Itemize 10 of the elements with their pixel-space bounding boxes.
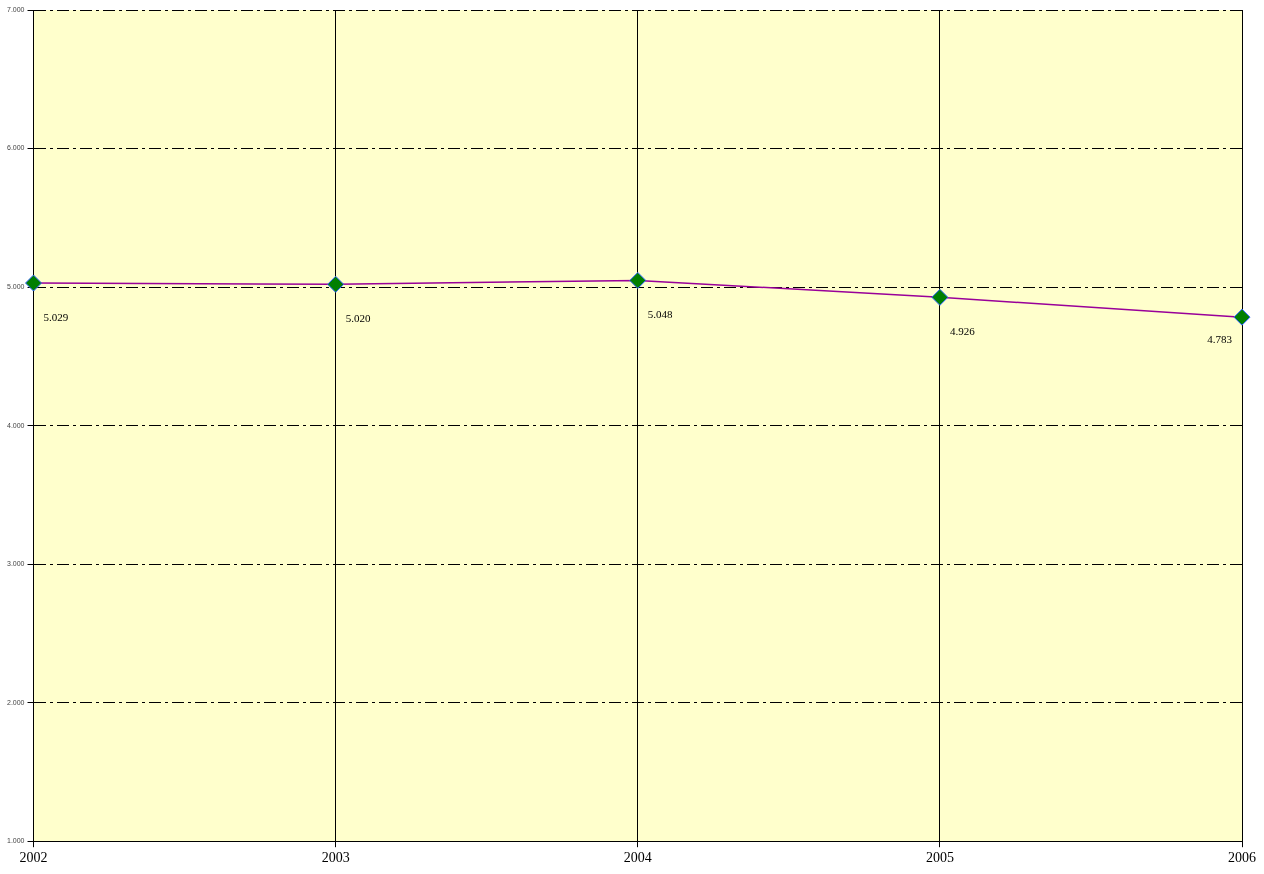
- data-label: 5.020: [345, 312, 371, 325]
- x-tick-label: 2005: [925, 850, 954, 866]
- x-tick-label: 2004: [623, 850, 652, 866]
- data-label: 4.783: [1207, 333, 1233, 346]
- x-tick-label: 2002: [19, 850, 48, 866]
- x-tick-label: 2003: [321, 850, 350, 866]
- x-tick-label: 2006: [1228, 850, 1256, 866]
- data-label: 4.926: [949, 325, 976, 338]
- data-label: 5.048: [647, 308, 674, 321]
- data-label: 5.029: [43, 311, 69, 324]
